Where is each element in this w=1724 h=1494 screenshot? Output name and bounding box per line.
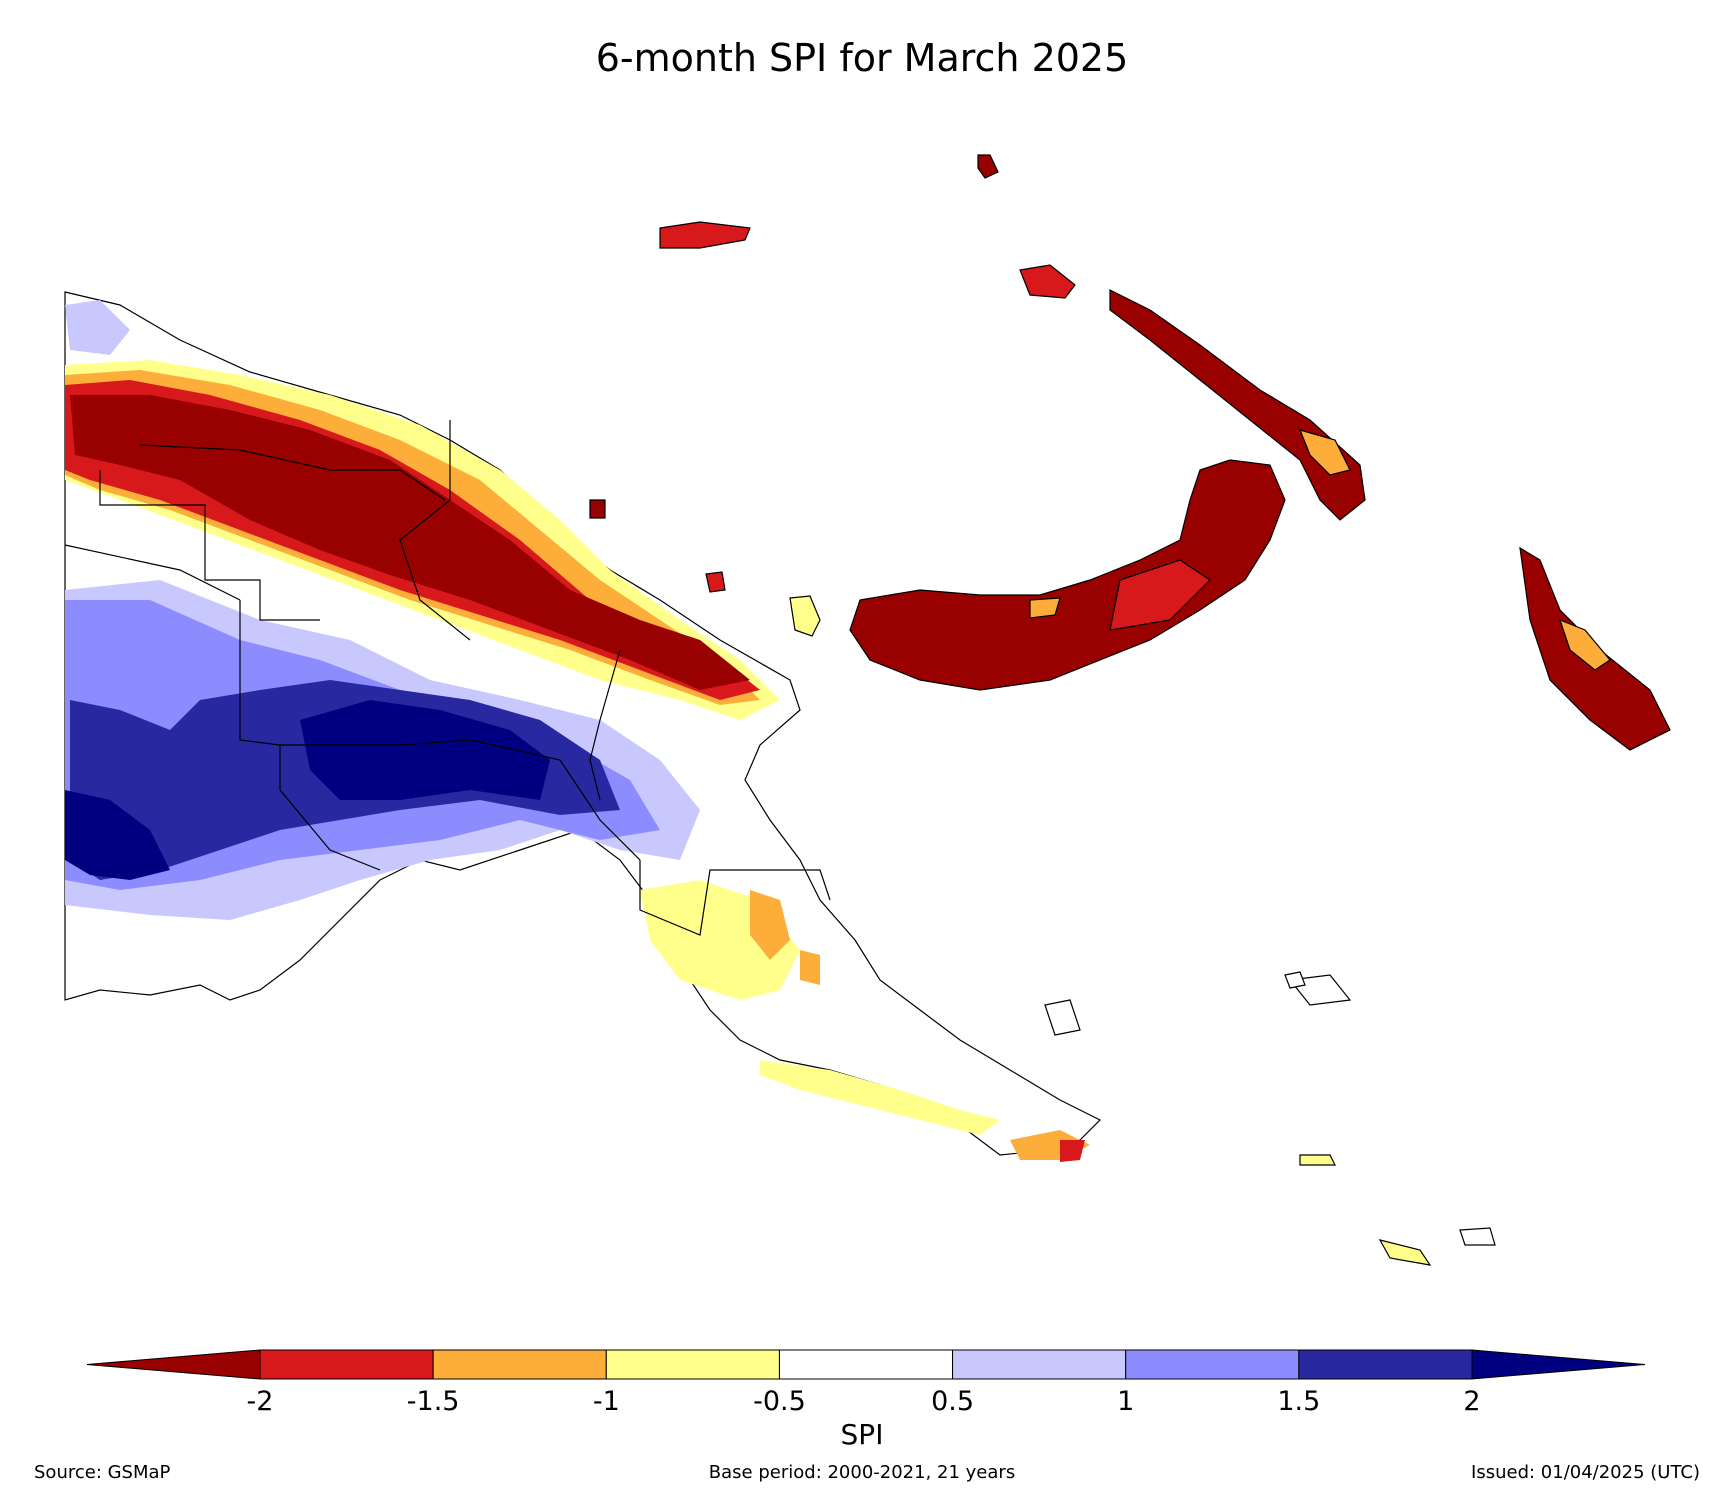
- map-title: 6-month SPI for March 2025: [595, 36, 1129, 80]
- base-period-note: Base period: 2000-2021, 21 years: [708, 1462, 1016, 1483]
- woodlark-island: [1284, 971, 1306, 989]
- spi-wet-extreme-west: [65, 790, 170, 880]
- colorbar-label: SPI: [840, 1418, 884, 1451]
- milne-bay-islands: [1299, 1154, 1336, 1166]
- province-boundaries: [64, 420, 831, 936]
- colorbar-bin-2: [432, 1349, 607, 1380]
- colorbar-tick-label: 1: [1117, 1386, 1135, 1417]
- sudest-island: [1459, 1227, 1496, 1246]
- new-britain-island: [849, 459, 1286, 691]
- new-hanover: [1019, 264, 1076, 299]
- spi-wet-extreme: [300, 700, 550, 800]
- spi-dry-orange-se: [750, 890, 790, 960]
- colorbar-tick-label: -2: [246, 1386, 274, 1417]
- colorbar-tick-label: -0.5: [753, 1386, 806, 1417]
- colorbar-bin-3: [605, 1349, 780, 1380]
- colorbar-bin-0: [86, 1349, 261, 1380]
- spi-dry-red-tail: [1060, 1140, 1085, 1162]
- spi-dry-orange-se2: [800, 950, 820, 985]
- new-ireland-island: [1109, 289, 1366, 521]
- islands: [589, 154, 1671, 1266]
- colorbar-bin-8: [1471, 1349, 1646, 1380]
- issued-note: Issued: 01/04/2025 (UTC): [1471, 1462, 1700, 1483]
- bougainville-orange: [1559, 618, 1611, 671]
- colorbar-tick-label: -1.5: [406, 1386, 460, 1417]
- colorbar-bin-5: [952, 1349, 1127, 1380]
- rossel-island: [1378, 1239, 1432, 1266]
- colorbar-tick-label: 2: [1463, 1386, 1481, 1417]
- colorbar-bin-1: [259, 1349, 434, 1380]
- colorbar-bin-4: [778, 1349, 954, 1380]
- new-ireland-yellow: [1298, 429, 1351, 476]
- colorbar-tick-label: 1.5: [1277, 1386, 1321, 1417]
- spi-dry-extreme: [70, 395, 750, 690]
- fergusson-island: [1288, 974, 1352, 1006]
- manus-island: [659, 221, 751, 249]
- source-note: Source: GSMaP: [34, 1462, 171, 1483]
- new-britain-orange: [1029, 597, 1061, 619]
- colorbar-bin-6: [1125, 1349, 1300, 1380]
- colorbar-tick-label: -1: [592, 1386, 620, 1417]
- new-britain-red: [1109, 559, 1211, 631]
- umboi-island: [789, 595, 821, 637]
- spi-dry-yellow-tail: [760, 1060, 1000, 1135]
- spi-map: [64, 154, 1671, 1266]
- mussau-island: [977, 154, 999, 179]
- long-island: [705, 571, 726, 593]
- trobriand-island: [1044, 999, 1081, 1036]
- colorbar-bin-7: [1298, 1349, 1473, 1380]
- karkar-island: [589, 499, 606, 519]
- spi-wet-light-nw: [65, 300, 130, 355]
- colorbar-tick-label: 0.5: [931, 1386, 975, 1417]
